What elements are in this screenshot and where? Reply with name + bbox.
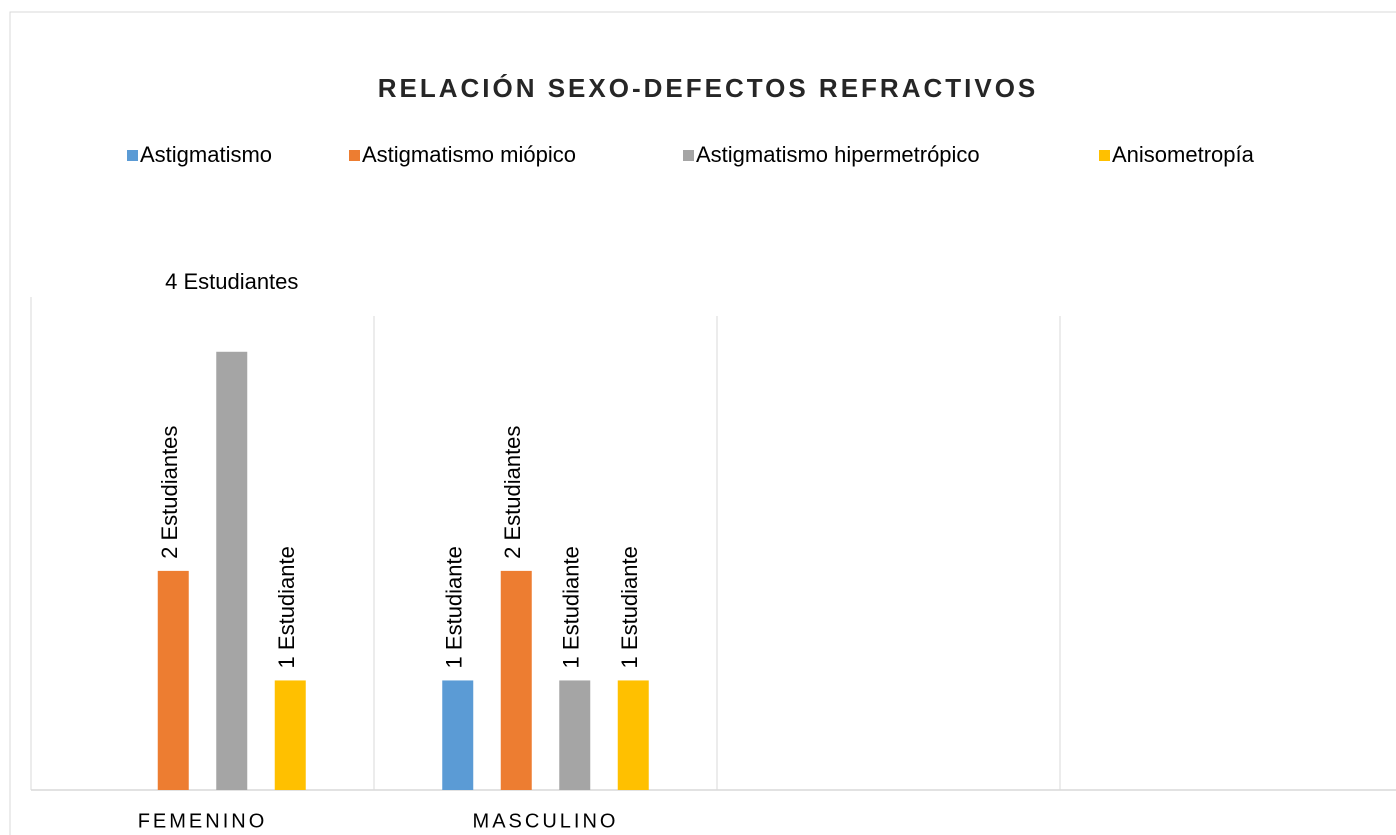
chart-title: RELACIÓN SEXO-DEFECTOS REFRACTIVOS: [378, 73, 1039, 103]
data-label: 1 Estudiante: [559, 546, 584, 668]
legend-label: Anisometropía: [1112, 142, 1255, 167]
x-tick-label: MASCULINO: [473, 810, 619, 832]
bar: [274, 680, 306, 790]
data-label: 4 Estudiantes: [165, 269, 298, 294]
data-label: 2 Estudiantes: [157, 426, 182, 559]
data-label: 1 Estudiante: [442, 546, 467, 668]
chart-border: [9, 11, 1396, 835]
legend-swatch: [349, 150, 360, 161]
legend-label: Astigmatismo miópico: [362, 142, 576, 167]
legend-swatch: [683, 150, 694, 161]
legend-label: Astigmatismo: [140, 142, 272, 167]
bar: [500, 570, 532, 790]
legend-label: Astigmatismo hipermetrópico: [696, 142, 980, 167]
bar: [559, 680, 591, 790]
bar: [157, 570, 189, 790]
data-label: 1 Estudiante: [617, 546, 642, 668]
data-label: 2 Estudiantes: [500, 426, 525, 559]
bar: [216, 351, 248, 790]
legend-swatch: [127, 150, 138, 161]
data-label: 1 Estudiante: [274, 546, 299, 668]
bar: [442, 680, 474, 790]
x-tick-label: FEMENINO: [138, 810, 268, 832]
bar: [617, 680, 649, 790]
legend-swatch: [1099, 150, 1110, 161]
